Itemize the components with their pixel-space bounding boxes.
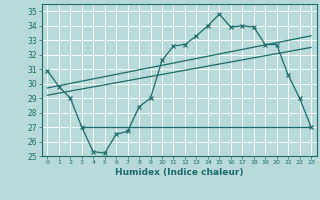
X-axis label: Humidex (Indice chaleur): Humidex (Indice chaleur)	[115, 168, 244, 177]
